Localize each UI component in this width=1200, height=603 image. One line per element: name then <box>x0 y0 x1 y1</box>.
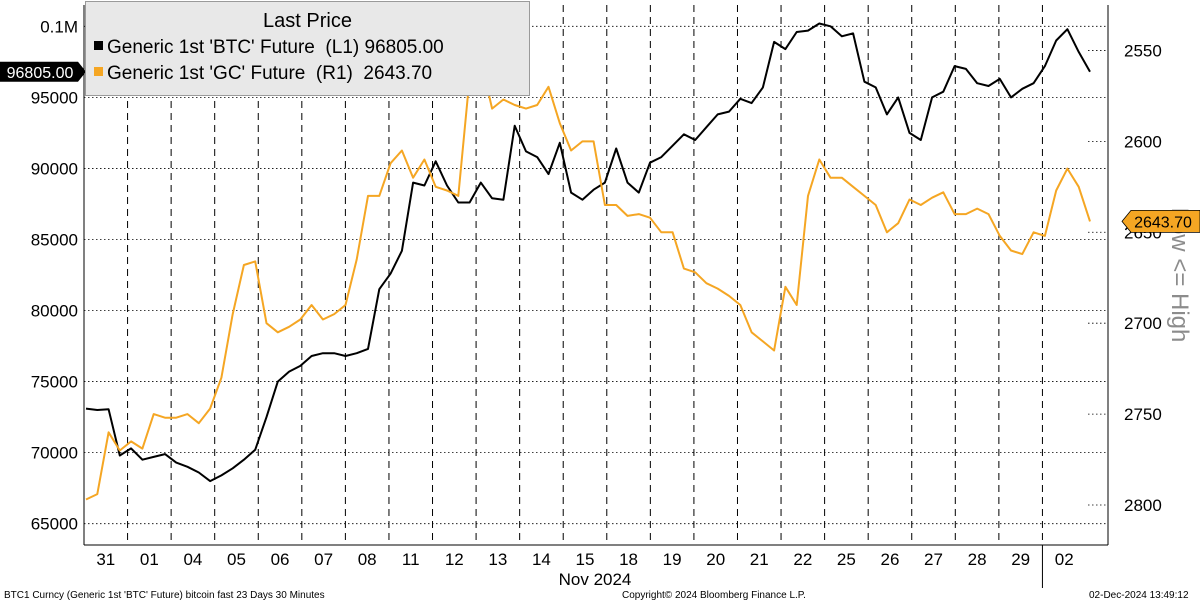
x-tick-label: 05 <box>227 550 246 569</box>
x-month-label: Nov 2024 <box>559 570 632 589</box>
axis-layer: 65000 70000 75000 80000 85000 90000 95000 0.1M 2… <box>0 5 1200 589</box>
x-tick-label: 19 <box>663 550 682 569</box>
footer-copyright: Copyright© 2024 Bloomberg Finance L.P. <box>622 590 806 601</box>
x-tick-label: 07 <box>314 550 333 569</box>
x-tick-label: 15 <box>576 550 595 569</box>
btc-last-value-label: 96805.00 <box>7 65 74 82</box>
x-tick-label: 29 <box>1011 550 1030 569</box>
legend-label-btc: Generic 1st 'BTC' Future (L1) 96805.00 <box>107 37 444 58</box>
legend-swatch-gc <box>94 67 103 77</box>
footer-timestamp: 02-Dec-2024 13:49:12 <box>1089 590 1189 601</box>
x-tick-label: 13 <box>488 550 507 569</box>
x-tick-label: 06 <box>271 550 290 569</box>
x-tick-label: 04 <box>183 550 202 569</box>
gc-last-value-tag <box>1121 209 1200 233</box>
x-tick-label: 28 <box>968 550 987 569</box>
left-tick-label: 65000 <box>31 515 78 534</box>
x-tick-label: 11 <box>402 550 420 569</box>
legend-box: Last Price Generic 1st 'BTC' Future (L1)… <box>85 1 530 96</box>
x-tick-label: 26 <box>880 550 899 569</box>
x-tick-label: 01 <box>140 550 159 569</box>
legend-entry-btc: Generic 1st 'BTC' Future (L1) 96805.00 <box>94 37 444 59</box>
x-tick-label: 20 <box>706 550 725 569</box>
series-layer <box>85 22 1091 501</box>
x-tick-label: 08 <box>358 550 377 569</box>
left-tick-label: 85000 <box>31 230 78 249</box>
left-tick-label: 80000 <box>31 302 78 321</box>
left-tick-label: 70000 <box>31 444 78 463</box>
legend-label-gc: Generic 1st 'GC' Future (R1) 2643.70 <box>107 63 433 84</box>
right-tick-label: 2700 <box>1124 314 1162 333</box>
x-tick-label: 14 <box>532 550 551 569</box>
x-tick-label: 22 <box>793 550 812 569</box>
x-tick-label: 18 <box>619 550 638 569</box>
footer-source: BTC1 Curncy (Generic 1st 'BTC' Future) b… <box>4 590 325 601</box>
legend-entry-gc: Generic 1st 'GC' Future (R1) 2643.70 <box>94 63 432 85</box>
legend-swatch-btc <box>94 41 103 51</box>
right-tick-label: 2750 <box>1124 405 1162 424</box>
x-tick-label: 25 <box>837 550 856 569</box>
right-tick-label: 2550 <box>1124 41 1162 60</box>
gc-last-value-label: 2643.70 <box>1134 214 1192 231</box>
left-tick-label: 75000 <box>31 373 78 392</box>
right-tick-label: 2800 <box>1124 496 1162 515</box>
gc-series-line <box>85 58 1091 501</box>
x-tick-label: 27 <box>924 550 943 569</box>
x-tick-label: 21 <box>750 550 769 569</box>
btc-series-line <box>85 22 1091 483</box>
left-tick-label: 90000 <box>31 159 78 178</box>
x-tick-label: 31 <box>96 550 115 569</box>
legend-title: Last Price <box>263 10 352 32</box>
x-tick-label: 02 <box>1055 550 1074 569</box>
btc-last-value-tag <box>0 61 86 82</box>
x-tick-label: 12 <box>445 550 464 569</box>
left-tick-label: 0.1M <box>40 17 78 36</box>
horizontal-gridlines <box>84 25 1108 525</box>
right-tick-label: 2600 <box>1124 132 1162 151</box>
left-tick-label: 95000 <box>31 88 78 107</box>
